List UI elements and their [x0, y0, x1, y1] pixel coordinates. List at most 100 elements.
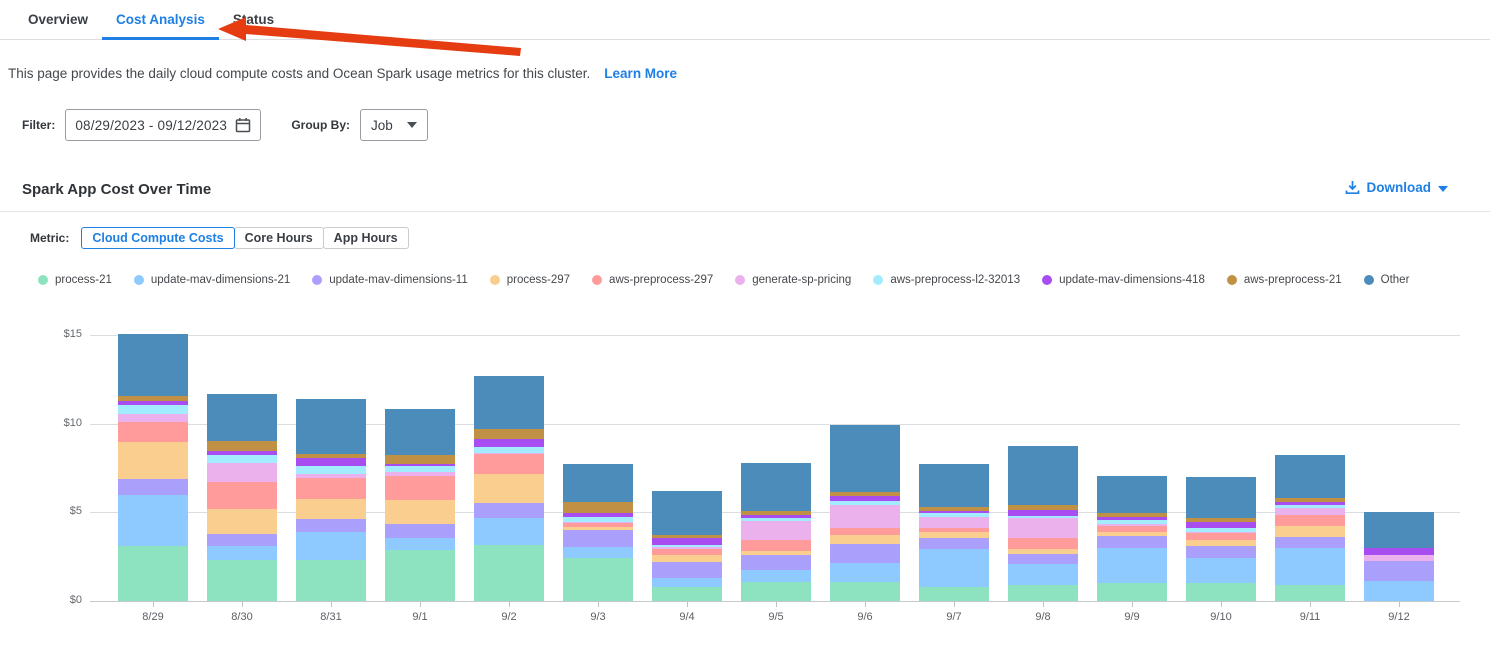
bar-segment-update-mav-dimensions-418 — [385, 464, 455, 466]
bar-segment-update-mav-dimensions-21 — [1008, 564, 1078, 585]
bar-segment-aws-preprocess-21 — [385, 455, 455, 464]
bar-segment-process-21 — [1275, 585, 1345, 601]
tab-status[interactable]: Status — [232, 12, 275, 27]
legend-item-generate-sp-pricing[interactable]: generate-sp-pricing — [735, 274, 851, 286]
bar-segment-generate-sp-pricing — [1186, 532, 1256, 533]
bar-segment-update-mav-dimensions-11 — [1364, 561, 1434, 581]
legend-dot — [38, 275, 48, 285]
metric-button-app-hours[interactable]: App Hours — [322, 227, 409, 249]
page-description: This page provides the daily cloud compu… — [8, 66, 677, 81]
legend-item-process-21[interactable]: process-21 — [38, 274, 112, 286]
date-range-picker[interactable]: 08/29/2023 - 09/12/2023 — [65, 109, 262, 141]
legend-label: aws-preprocess-297 — [609, 274, 714, 286]
bar-9/9 — [1097, 476, 1167, 601]
bar-segment-update-mav-dimensions-21 — [474, 518, 544, 545]
bar-segment-update-mav-dimensions-11 — [741, 555, 811, 570]
bar-segment-update-mav-dimensions-418 — [1364, 548, 1434, 555]
bar-segment-process-297 — [207, 509, 277, 534]
tab-cost-analysis[interactable]: Cost Analysis — [102, 0, 219, 40]
bar-segment-aws-preprocess-21 — [1186, 518, 1256, 522]
chevron-down-icon — [407, 122, 418, 128]
bar-segment-update-mav-dimensions-11 — [1008, 554, 1078, 564]
metric-label: Metric: — [30, 231, 70, 245]
legend-dot — [133, 275, 144, 285]
bar-segment-aws-preprocess-l2-32013 — [207, 455, 277, 463]
legend-item-aws-preprocess-21[interactable]: aws-preprocess-21 — [1226, 274, 1342, 286]
bar-segment-other — [563, 464, 633, 502]
bar-segment-aws-preprocess-l2-32013 — [919, 513, 989, 517]
bar-segment-update-mav-dimensions-21 — [1364, 581, 1434, 601]
y-axis-label: $15 — [63, 328, 82, 340]
x-axis-label: 9/12 — [1388, 611, 1410, 623]
bar-segment-other — [207, 394, 277, 441]
legend-item-update-mav-dimensions-21[interactable]: update-mav-dimensions-21 — [133, 274, 290, 286]
bar-segment-aws-preprocess-l2-32013 — [385, 466, 455, 472]
bar-segment-other — [830, 425, 900, 492]
tab-overview[interactable]: Overview — [28, 12, 89, 27]
bar-segment-process-21 — [563, 558, 633, 601]
bar-segment-other — [652, 491, 722, 535]
y-axis-label: $5 — [69, 505, 82, 518]
download-label: Download — [1366, 180, 1432, 195]
bar-segment-update-mav-dimensions-418 — [118, 401, 188, 405]
bar-segment-process-21 — [1097, 583, 1167, 601]
bar-segment-process-297 — [385, 500, 455, 524]
bar-segment-update-mav-dimensions-21 — [1097, 548, 1167, 583]
group-by-select[interactable]: Job — [360, 109, 429, 141]
filter-label: Filter: — [22, 118, 56, 132]
x-axis-tick — [420, 602, 421, 607]
bar-segment-update-mav-dimensions-21 — [1275, 548, 1345, 585]
bar-segment-process-297 — [1186, 540, 1256, 546]
legend-item-aws-preprocess-297[interactable]: aws-preprocess-297 — [592, 274, 713, 286]
bar-segment-update-mav-dimensions-11 — [474, 503, 544, 518]
x-axis-tick — [1310, 602, 1311, 607]
bar-segment-aws-preprocess-l2-32013 — [474, 447, 544, 453]
bar-segment-aws-preprocess-297 — [296, 478, 366, 499]
bar-segment-update-mav-dimensions-21 — [830, 563, 900, 582]
bar-segment-aws-preprocess-297 — [652, 549, 722, 555]
legend-dot — [312, 275, 323, 285]
metric-toggle-group: Cloud Compute Costs Core Hours App Hours — [81, 227, 409, 249]
bar-segment-process-21 — [118, 546, 188, 601]
x-axis-tick — [509, 602, 510, 607]
x-axis-tick — [865, 602, 866, 607]
bar-segment-process-21 — [652, 587, 722, 601]
bar-9/5 — [741, 463, 811, 601]
metric-button-cloud-compute-costs[interactable]: Cloud Compute Costs — [81, 227, 235, 249]
calendar-icon — [236, 118, 251, 133]
bar-segment-aws-preprocess-l2-32013 — [296, 466, 366, 474]
bar-segment-update-mav-dimensions-418 — [563, 513, 633, 517]
bar-segment-aws-preprocess-l2-32013 — [1097, 520, 1167, 524]
x-axis-label: 9/5 — [768, 611, 784, 623]
x-axis-label: 9/4 — [679, 611, 695, 623]
date-range-value: 08/29/2023 - 09/12/2023 — [75, 117, 228, 133]
legend-item-update-mav-dimensions-418[interactable]: update-mav-dimensions-418 — [1042, 274, 1205, 286]
legend-dot — [1226, 275, 1237, 285]
bar-segment-generate-sp-pricing — [1364, 555, 1434, 561]
section-divider — [0, 211, 1490, 212]
bar-segment-other — [741, 463, 811, 511]
legend-item-aws-preprocess-l2-32013[interactable]: aws-preprocess-l2-32013 — [873, 274, 1020, 286]
bar-9/3 — [563, 464, 633, 601]
bar-segment-update-mav-dimensions-11 — [296, 519, 366, 532]
download-button[interactable]: Download — [1345, 180, 1448, 195]
bar-segment-process-21 — [741, 582, 811, 601]
bar-segment-process-21 — [919, 587, 989, 601]
learn-more-link[interactable]: Learn More — [604, 66, 678, 81]
bar-9/6 — [830, 425, 900, 601]
bar-segment-update-mav-dimensions-418 — [296, 458, 366, 466]
metric-button-core-hours[interactable]: Core Hours — [233, 227, 324, 249]
legend-item-update-mav-dimensions-11[interactable]: update-mav-dimensions-11 — [312, 274, 468, 286]
bar-segment-other — [296, 399, 366, 454]
bar-segment-generate-sp-pricing — [1097, 524, 1167, 526]
group-by-value: Job — [371, 117, 393, 133]
bar-segment-update-mav-dimensions-418 — [1097, 517, 1167, 520]
legend-item-process-297[interactable]: process-297 — [489, 274, 571, 286]
bar-segment-process-21 — [474, 545, 544, 601]
legend-item-other[interactable]: Other — [1363, 274, 1409, 286]
legend-label: process-297 — [506, 274, 571, 286]
bar-segment-aws-preprocess-297 — [118, 422, 188, 442]
legend-dot — [1363, 275, 1374, 285]
bar-segment-other — [1186, 477, 1256, 518]
